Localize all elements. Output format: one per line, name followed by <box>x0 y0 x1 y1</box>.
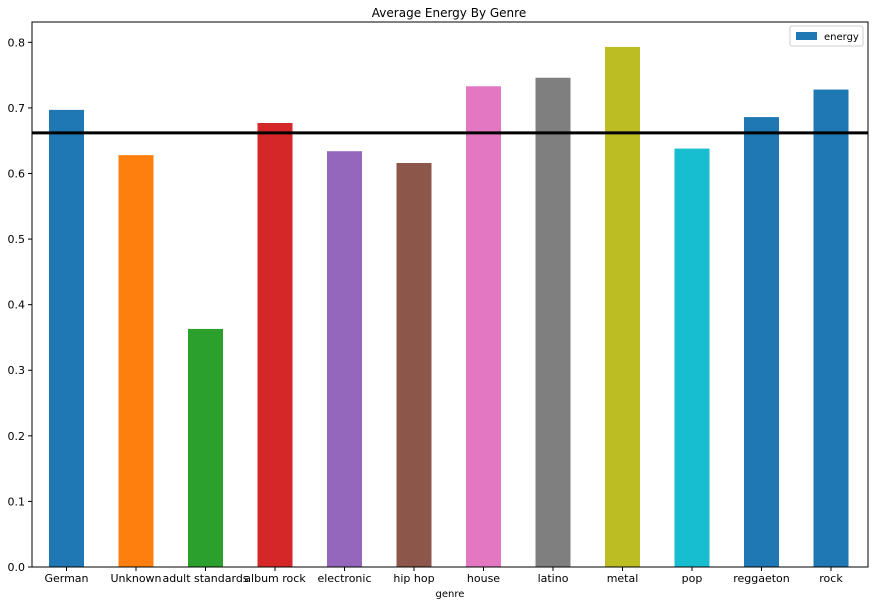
bar-metal <box>605 46 640 568</box>
bar-hip-hop <box>396 163 432 567</box>
x-tick-label: metal <box>607 572 639 585</box>
y-tick-label: 0.7 <box>8 102 26 115</box>
bar-house <box>466 86 501 567</box>
bar-rock <box>813 89 849 567</box>
y-tick-label: 0.4 <box>8 299 26 312</box>
y-axis: 0.0 0.1 0.2 0.3 0.4 0.5 0.6 0.7 0.8 <box>8 36 32 574</box>
bar-latino <box>535 77 571 567</box>
y-tick-label: 0.1 <box>8 495 26 508</box>
x-tick-label: Unknown <box>110 572 161 585</box>
x-tick-label: electronic <box>317 572 371 585</box>
chart-title: Average Energy By Genre <box>372 6 526 20</box>
x-tick-label: house <box>467 572 500 585</box>
y-tick-label: 0.5 <box>8 233 26 246</box>
x-tick-label: rock <box>819 572 843 585</box>
legend: energy <box>789 25 864 47</box>
legend-swatch <box>796 32 817 40</box>
x-axis-label: genre <box>436 589 465 600</box>
bar-album-rock <box>257 122 293 568</box>
legend-box <box>789 25 864 47</box>
bar-unknown <box>118 155 154 568</box>
bar-electronic <box>327 151 362 567</box>
x-tick-label: album rock <box>244 572 306 585</box>
plot-area-frame <box>31 21 869 568</box>
x-tick-label: hip hop <box>393 572 434 585</box>
bar-reggaeton <box>744 117 779 568</box>
bar-german <box>49 109 84 567</box>
legend-label: energy <box>824 32 859 43</box>
x-tick-label: reggaeton <box>733 572 790 585</box>
y-tick-label: 0.3 <box>8 364 26 377</box>
y-tick-label: 0.6 <box>8 167 26 180</box>
bar-pop <box>674 148 710 567</box>
x-tick-label: latino <box>538 572 569 585</box>
bars-layer <box>49 46 849 568</box>
y-tick-label: 0.8 <box>8 36 26 49</box>
y-tick-label: 0.2 <box>8 430 26 443</box>
bar-adult-standards <box>188 328 223 567</box>
x-tick-label: adult standards <box>162 572 248 585</box>
x-tick-label: pop <box>682 572 703 585</box>
y-tick-label: 0.0 <box>8 561 26 574</box>
x-tick-label: German <box>44 572 88 585</box>
